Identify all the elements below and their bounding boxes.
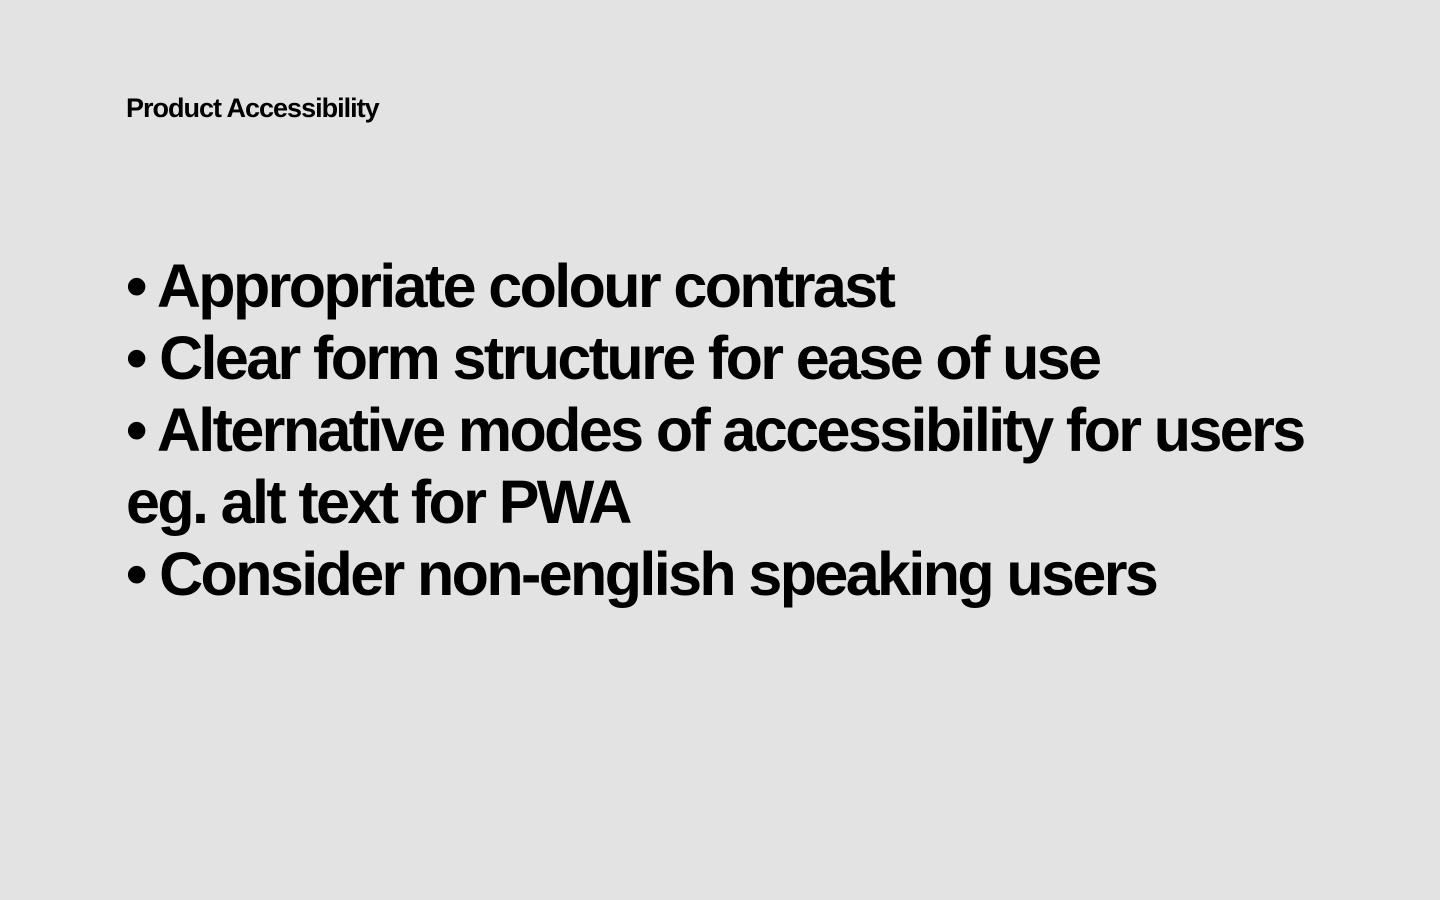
slide-title: Product Accessibility — [126, 93, 380, 123]
bullet-item-non-english-users: • Consider non-english speaking users — [126, 540, 1159, 608]
bullet-item-colour-contrast: • Appropriate colour contrast — [126, 252, 896, 320]
bullet-list: • Appropriate colour contrast • Clear fo… — [126, 250, 1326, 610]
bullet-item-alternative-modes: • Alternative modes of accessibility for… — [126, 396, 1306, 464]
bullet-item-alternative-modes-continuation: eg. alt text for PWA — [126, 468, 632, 536]
bullet-item-form-structure: • Clear form structure for ease of use — [126, 324, 1102, 392]
